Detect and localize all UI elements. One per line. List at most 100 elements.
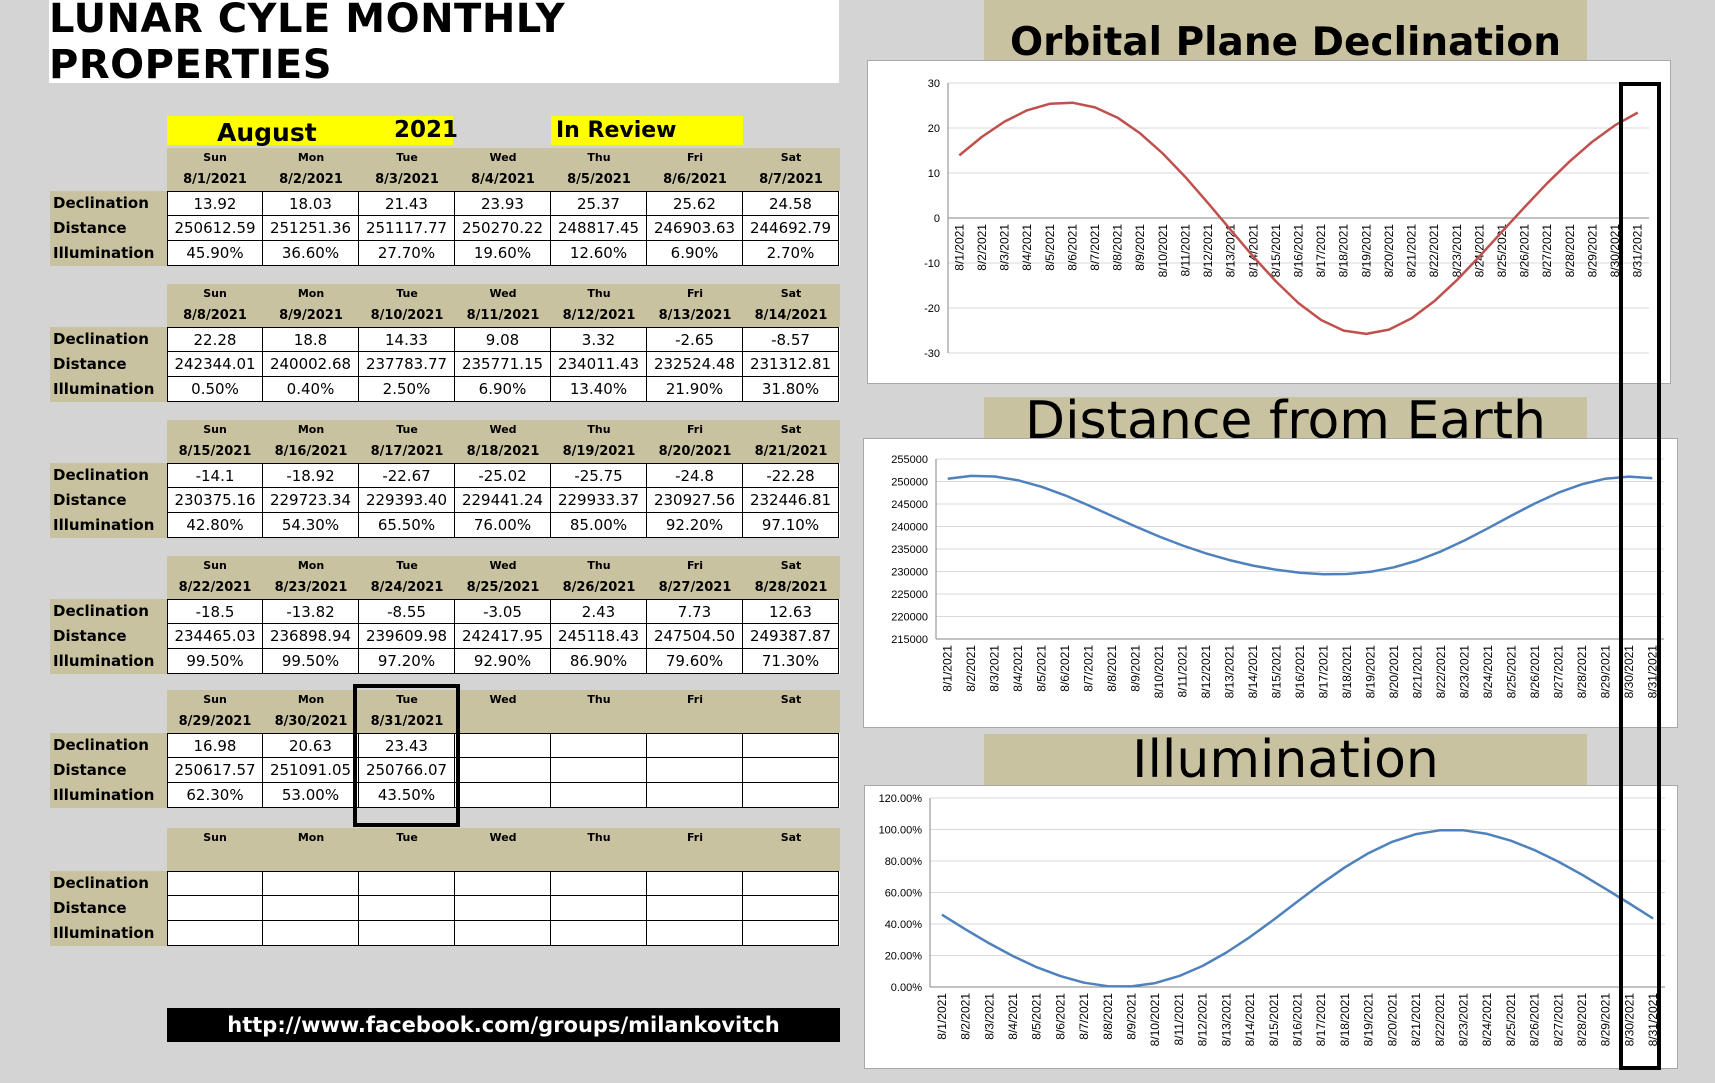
cell-illumination[interactable]: 71.30% (743, 649, 839, 674)
cell-declination[interactable]: -14.1 (167, 463, 263, 488)
cell-declination[interactable] (647, 871, 743, 896)
cell-illumination[interactable] (551, 921, 647, 946)
cell-declination[interactable]: 16.98 (167, 733, 263, 758)
cell-declination[interactable]: 20.63 (263, 733, 359, 758)
cell-distance[interactable] (455, 758, 551, 783)
cell-illumination[interactable]: 85.00% (551, 513, 647, 538)
cell-distance[interactable]: 250766.07 (359, 758, 455, 783)
cell-declination[interactable]: 22.28 (167, 327, 263, 352)
cell-declination[interactable] (551, 871, 647, 896)
cell-declination[interactable] (743, 733, 839, 758)
cell-declination[interactable]: 24.58 (743, 191, 839, 216)
cell-declination[interactable]: -25.75 (551, 463, 647, 488)
cell-distance[interactable]: 229441.24 (455, 488, 551, 513)
cell-declination[interactable]: 25.37 (551, 191, 647, 216)
cell-illumination[interactable]: 79.60% (647, 649, 743, 674)
cell-distance[interactable]: 250617.57 (167, 758, 263, 783)
cell-illumination[interactable] (743, 921, 839, 946)
cell-declination[interactable]: -13.82 (263, 599, 359, 624)
cell-distance[interactable]: 242417.95 (455, 624, 551, 649)
cell-distance[interactable] (167, 896, 263, 921)
cell-illumination[interactable]: 97.20% (359, 649, 455, 674)
cell-declination[interactable]: -3.05 (455, 599, 551, 624)
cell-distance[interactable]: 229723.34 (263, 488, 359, 513)
cell-illumination[interactable]: 97.10% (743, 513, 839, 538)
cell-declination[interactable] (743, 871, 839, 896)
cell-declination[interactable]: 13.92 (167, 191, 263, 216)
cell-distance[interactable]: 250612.59 (167, 216, 263, 241)
cell-illumination[interactable]: 54.30% (263, 513, 359, 538)
cell-illumination[interactable] (167, 921, 263, 946)
cell-illumination[interactable]: 45.90% (167, 241, 263, 266)
cell-illumination[interactable]: 21.90% (647, 377, 743, 402)
cell-distance[interactable]: 251117.77 (359, 216, 455, 241)
cell-declination[interactable]: -18.5 (167, 599, 263, 624)
cell-declination[interactable]: 25.62 (647, 191, 743, 216)
footer-url[interactable]: http://www.facebook.com/groups/milankovi… (167, 1008, 840, 1042)
cell-declination[interactable]: -18.92 (263, 463, 359, 488)
cell-distance[interactable]: 229393.40 (359, 488, 455, 513)
cell-illumination[interactable]: 12.60% (551, 241, 647, 266)
cell-declination[interactable]: -22.28 (743, 463, 839, 488)
cell-illumination[interactable]: 92.90% (455, 649, 551, 674)
cell-declination[interactable]: -25.02 (455, 463, 551, 488)
cell-declination[interactable]: 2.43 (551, 599, 647, 624)
cell-distance[interactable]: 234011.43 (551, 352, 647, 377)
cell-distance[interactable] (263, 896, 359, 921)
cell-distance[interactable]: 251091.05 (263, 758, 359, 783)
cell-declination[interactable]: -8.57 (743, 327, 839, 352)
cell-declination[interactable]: 18.8 (263, 327, 359, 352)
cell-distance[interactable]: 229933.37 (551, 488, 647, 513)
cell-declination[interactable]: 18.03 (263, 191, 359, 216)
cell-distance[interactable]: 237783.77 (359, 352, 455, 377)
cell-declination[interactable]: 12.63 (743, 599, 839, 624)
cell-illumination[interactable]: 99.50% (263, 649, 359, 674)
cell-declination[interactable]: 23.43 (359, 733, 455, 758)
cell-distance[interactable] (743, 758, 839, 783)
cell-illumination[interactable] (647, 921, 743, 946)
cell-declination[interactable]: -24.8 (647, 463, 743, 488)
cell-illumination[interactable]: 36.60% (263, 241, 359, 266)
cell-illumination[interactable]: 92.20% (647, 513, 743, 538)
cell-declination[interactable]: 9.08 (455, 327, 551, 352)
cell-distance[interactable]: 232446.81 (743, 488, 839, 513)
cell-declination[interactable] (455, 733, 551, 758)
cell-illumination[interactable] (647, 783, 743, 808)
cell-distance[interactable]: 251251.36 (263, 216, 359, 241)
cell-declination[interactable] (167, 871, 263, 896)
cell-declination[interactable]: 14.33 (359, 327, 455, 352)
cell-distance[interactable] (551, 896, 647, 921)
cell-declination[interactable]: 23.93 (455, 191, 551, 216)
cell-declination[interactable] (263, 871, 359, 896)
cell-distance[interactable]: 231312.81 (743, 352, 839, 377)
cell-illumination[interactable]: 86.90% (551, 649, 647, 674)
cell-illumination[interactable]: 76.00% (455, 513, 551, 538)
cell-distance[interactable] (551, 758, 647, 783)
cell-distance[interactable]: 232524.48 (647, 352, 743, 377)
cell-illumination[interactable] (743, 783, 839, 808)
cell-illumination[interactable] (455, 783, 551, 808)
cell-illumination[interactable] (359, 921, 455, 946)
cell-declination[interactable] (647, 733, 743, 758)
cell-declination[interactable]: -2.65 (647, 327, 743, 352)
cell-illumination[interactable]: 27.70% (359, 241, 455, 266)
cell-distance[interactable]: 242344.01 (167, 352, 263, 377)
cell-illumination[interactable]: 43.50% (359, 783, 455, 808)
cell-distance[interactable]: 246903.63 (647, 216, 743, 241)
cell-distance[interactable] (455, 896, 551, 921)
cell-distance[interactable]: 245118.43 (551, 624, 647, 649)
cell-illumination[interactable] (455, 921, 551, 946)
cell-distance[interactable]: 236898.94 (263, 624, 359, 649)
cell-illumination[interactable]: 62.30% (167, 783, 263, 808)
cell-illumination[interactable]: 2.50% (359, 377, 455, 402)
cell-distance[interactable]: 249387.87 (743, 624, 839, 649)
cell-declination[interactable] (359, 871, 455, 896)
cell-declination[interactable] (455, 871, 551, 896)
cell-illumination[interactable] (263, 921, 359, 946)
cell-declination[interactable]: -22.67 (359, 463, 455, 488)
cell-distance[interactable]: 230927.56 (647, 488, 743, 513)
cell-illumination[interactable]: 99.50% (167, 649, 263, 674)
cell-illumination[interactable]: 0.40% (263, 377, 359, 402)
cell-distance[interactable]: 244692.79 (743, 216, 839, 241)
cell-distance[interactable] (647, 896, 743, 921)
